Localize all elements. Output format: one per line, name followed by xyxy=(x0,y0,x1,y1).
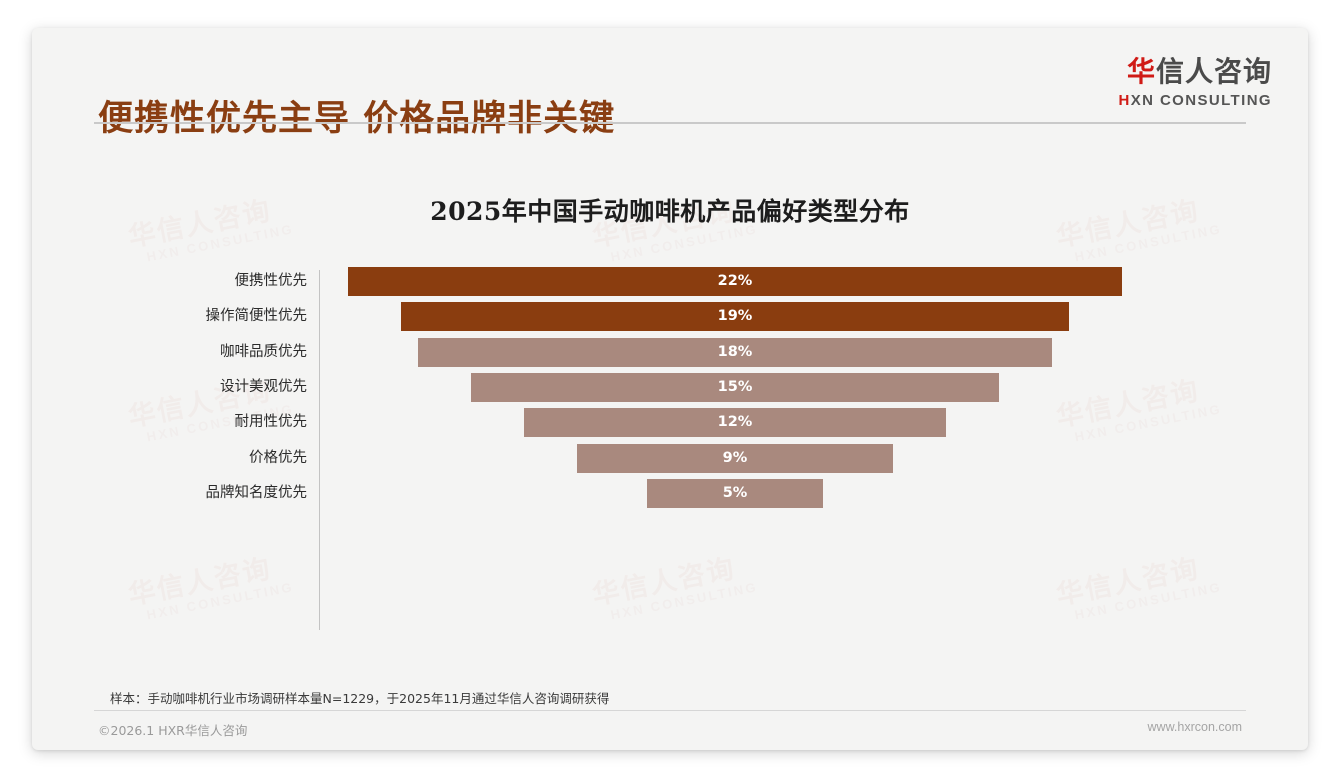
slide-header: 便携性优先主导 价格品牌非关键 华信人咨询 HXN CONSULTING xyxy=(32,28,1308,154)
chart-area: 2025年中国手动咖啡机产品偏好类型分布 便携性优先 22% 操作简便性优先 19% 咖… xyxy=(32,154,1308,674)
copyright-text: ©2026.1 HXR华信人咨询 xyxy=(98,723,248,738)
bar-value-label: 22% xyxy=(717,273,753,289)
chart-bar[interactable] xyxy=(400,302,1070,332)
chart-bar[interactable] xyxy=(576,443,894,473)
bar-value-label: 12% xyxy=(717,414,753,431)
page-title: 便携性优先主导 价格品牌非关键 xyxy=(98,99,616,139)
chart-bar[interactable] xyxy=(471,372,999,402)
logo-english-text: HXN CONSULTING xyxy=(1119,93,1273,108)
category-label: 设计美观优先 xyxy=(220,378,307,395)
chart-bar[interactable] xyxy=(347,267,1123,296)
category-label: 咖啡品质优先 xyxy=(220,343,307,360)
slide-canvas: 华信人咨询 HXN CONSULTING 华信人咨询 HXN CONSULTIN… xyxy=(32,28,1308,750)
logo-chinese-rest: 信人咨询 xyxy=(1155,55,1272,88)
logo-chinese-text: 华信人咨询 xyxy=(1119,58,1273,86)
category-label: 便携性优先 xyxy=(234,273,308,289)
category-label: 品牌知名度优先 xyxy=(205,484,308,501)
chart-row: 便携性优先 22% xyxy=(32,264,1308,299)
chart-row: 品牌知名度优先 5% xyxy=(32,476,1308,511)
logo-english-accent: H xyxy=(1118,92,1131,109)
funnel-bar-chart: 便携性优先 22% 操作简便性优先 19% 咖啡品质优先 18% 设计美观优先 15% 耐用性优… xyxy=(32,264,1308,634)
logo-english-rest: XN CONSULTING xyxy=(1130,92,1272,109)
bar-value-label: 19% xyxy=(717,308,753,325)
chart-row: 设计美观优先 15% xyxy=(32,370,1308,405)
chart-row: 价格优先 9% xyxy=(32,441,1308,476)
bar-value-label: 15% xyxy=(717,378,753,395)
bar-value-label: 9% xyxy=(722,449,748,466)
category-label: 价格优先 xyxy=(249,449,307,466)
logo-accent-character: 华 xyxy=(1126,55,1156,88)
chart-title: 2025年中国手动咖啡机产品偏好类型分布 xyxy=(430,197,910,226)
header-divider xyxy=(94,122,1246,124)
chart-row: 操作简便性优先 19% xyxy=(32,299,1308,334)
chart-bar[interactable] xyxy=(418,337,1052,367)
chart-footnote: 样本：手动咖啡机行业市场调研样本量N=1229，于2025年11月通过华信人咨询… xyxy=(110,691,610,706)
bar-value-label: 5% xyxy=(722,484,748,501)
chart-row: 耐用性优先 12% xyxy=(32,405,1308,440)
company-logo: 华信人咨询 HXN CONSULTING xyxy=(1119,58,1273,109)
category-label: 耐用性优先 xyxy=(234,414,308,431)
slide-footer: ©2026.1 HXR华信人咨询 www.hxrcon.com xyxy=(32,710,1308,750)
chart-bar[interactable] xyxy=(647,478,823,508)
chart-bar[interactable] xyxy=(523,408,947,438)
chart-row: 咖啡品质优先 18% xyxy=(32,335,1308,370)
footer-divider xyxy=(94,710,1246,711)
category-label: 操作简便性优先 xyxy=(205,308,308,325)
chart-axis-line xyxy=(319,270,320,630)
bar-value-label: 18% xyxy=(717,343,753,360)
website-url[interactable]: www.hxrcon.com xyxy=(1147,720,1242,734)
